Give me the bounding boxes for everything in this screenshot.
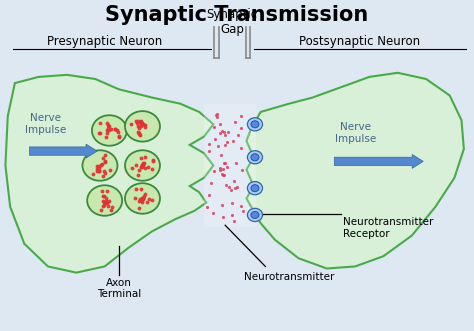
- Point: [213, 112, 220, 118]
- Point: [205, 192, 212, 198]
- Point: [221, 143, 229, 148]
- Point: [232, 120, 239, 125]
- Point: [205, 148, 213, 153]
- Point: [231, 185, 238, 190]
- Point: [219, 214, 227, 219]
- Point: [237, 203, 245, 209]
- Point: [220, 172, 228, 178]
- Point: [214, 143, 222, 149]
- Point: [213, 111, 221, 117]
- Circle shape: [247, 182, 263, 195]
- Point: [211, 136, 219, 141]
- Circle shape: [92, 115, 127, 146]
- Point: [219, 171, 226, 176]
- Point: [232, 160, 239, 166]
- Circle shape: [87, 185, 122, 216]
- Point: [237, 113, 245, 118]
- Point: [223, 140, 230, 145]
- Point: [203, 204, 211, 209]
- Text: Synaptic
Gap: Synaptic Gap: [207, 8, 258, 36]
- Point: [219, 172, 227, 178]
- Point: [223, 165, 231, 170]
- Point: [222, 182, 230, 188]
- Point: [224, 129, 232, 135]
- Circle shape: [251, 212, 259, 218]
- Point: [228, 200, 236, 205]
- Circle shape: [247, 151, 263, 164]
- Text: Neurotransmitter: Neurotransmitter: [244, 272, 334, 282]
- Circle shape: [247, 118, 263, 131]
- Point: [230, 139, 237, 144]
- Point: [219, 128, 226, 133]
- Circle shape: [82, 150, 118, 181]
- Point: [213, 114, 220, 119]
- Point: [217, 153, 225, 158]
- Point: [230, 179, 238, 184]
- Point: [225, 184, 233, 189]
- Point: [205, 141, 213, 146]
- Circle shape: [247, 208, 263, 221]
- Point: [237, 145, 244, 151]
- Circle shape: [251, 121, 259, 128]
- Text: Presynaptic Neuron: Presynaptic Neuron: [47, 35, 162, 48]
- Point: [221, 132, 228, 138]
- Point: [219, 166, 227, 171]
- Polygon shape: [5, 75, 213, 273]
- Point: [210, 124, 218, 129]
- Point: [217, 166, 224, 171]
- Point: [216, 167, 224, 172]
- Point: [233, 184, 240, 189]
- Point: [234, 132, 242, 137]
- Point: [228, 213, 236, 218]
- Circle shape: [251, 185, 259, 192]
- Point: [216, 121, 223, 126]
- Point: [238, 167, 246, 172]
- Point: [217, 130, 224, 135]
- Point: [228, 188, 235, 193]
- Text: Nerve
Impulse: Nerve Impulse: [335, 122, 376, 144]
- Bar: [204, 104, 256, 227]
- Point: [220, 160, 228, 166]
- FancyArrowPatch shape: [29, 144, 97, 158]
- Point: [221, 160, 229, 166]
- Text: Axon
Terminal: Axon Terminal: [97, 278, 141, 299]
- Point: [218, 202, 226, 208]
- Circle shape: [125, 150, 160, 181]
- FancyArrowPatch shape: [334, 155, 423, 168]
- Point: [210, 211, 217, 216]
- Circle shape: [251, 154, 259, 161]
- Text: Neurotransmitter
Receptor: Neurotransmitter Receptor: [343, 217, 434, 239]
- Point: [210, 168, 218, 174]
- Point: [237, 125, 245, 130]
- Circle shape: [125, 111, 160, 142]
- Point: [239, 208, 247, 213]
- Point: [220, 130, 228, 135]
- Polygon shape: [246, 73, 464, 268]
- Point: [230, 218, 237, 224]
- Text: Synaptic Transmission: Synaptic Transmission: [105, 5, 369, 25]
- Text: Postsynaptic Neuron: Postsynaptic Neuron: [299, 35, 420, 48]
- Point: [208, 180, 215, 186]
- Circle shape: [125, 183, 160, 214]
- Text: Nerve
Impulse: Nerve Impulse: [25, 113, 66, 135]
